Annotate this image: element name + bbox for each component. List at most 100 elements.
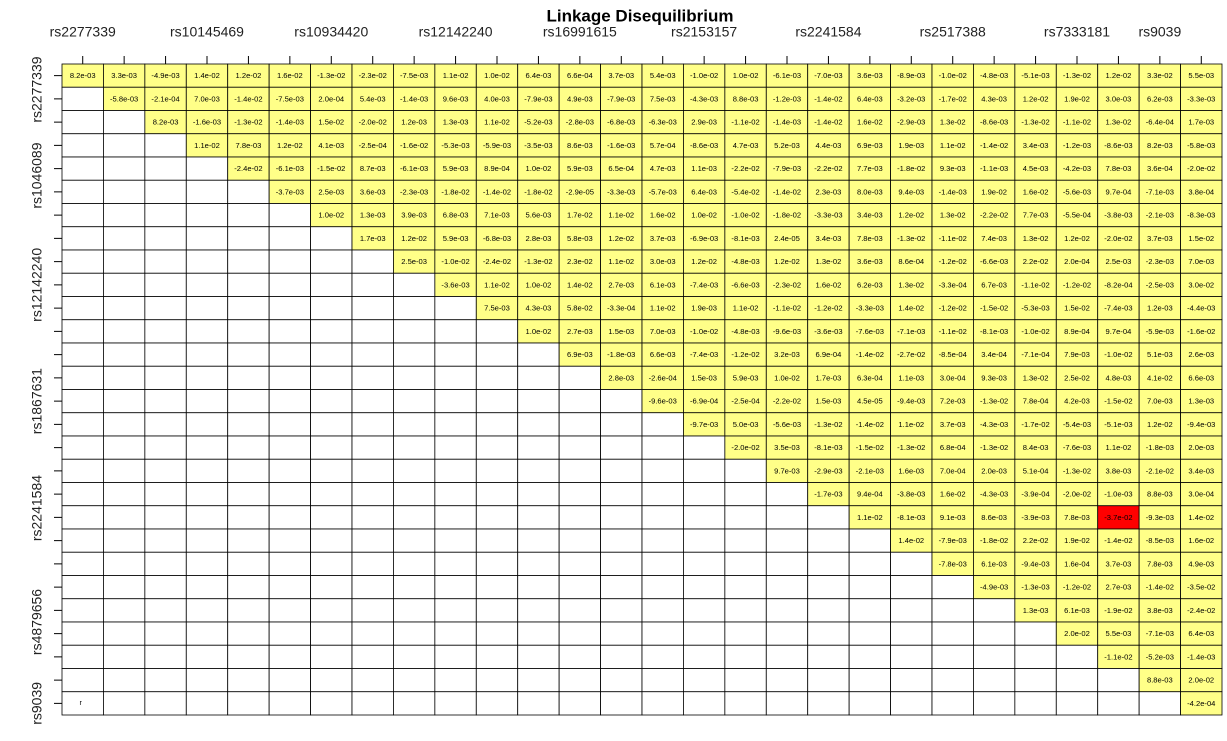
cell [641, 412, 684, 437]
cell-value: -7.0e-03 [814, 71, 842, 80]
cell [641, 575, 684, 600]
cell-value: -1.3e-03 [1021, 583, 1049, 592]
cell-value: -3.6e-03 [814, 327, 842, 336]
cell [103, 226, 146, 251]
cell [61, 691, 104, 716]
cell-value: -8.1e-03 [897, 513, 925, 522]
cell [475, 505, 519, 530]
cell-value: -1.2e-03 [1063, 141, 1091, 150]
cell [144, 691, 187, 716]
cell [848, 598, 891, 623]
cell [600, 598, 643, 623]
cell [973, 598, 1016, 623]
cell-value: -5.4e-03 [1063, 420, 1091, 429]
cell-value: -6.4e-04 [1146, 118, 1174, 127]
cell-value: 1.4e-02 [898, 304, 924, 313]
cell [558, 691, 601, 716]
cell [103, 133, 146, 158]
cell [268, 528, 311, 553]
cell-value: 4.8e-03 [1106, 373, 1132, 382]
cell-value: -2.4e-02 [234, 164, 262, 173]
cell-value: 4.9e-03 [567, 94, 593, 103]
cell-value: 3.6e-03 [360, 187, 386, 196]
cell [144, 644, 187, 669]
cell [558, 435, 601, 460]
cell-value: -1.3e-02 [1021, 118, 1049, 127]
cell-value: 3.8e-04 [1188, 187, 1214, 196]
cell-value: 1.9e-02 [1064, 536, 1090, 545]
cell [351, 482, 394, 507]
cell-value: -7.4e-03 [690, 280, 718, 289]
cell [310, 342, 353, 367]
cell-value: -2.9e-03 [814, 466, 842, 475]
cell [765, 551, 809, 576]
cell [393, 668, 436, 693]
cell [144, 249, 187, 274]
cell-value: 7.7e-03 [857, 164, 883, 173]
cell-value: 2.3e-02 [567, 257, 593, 266]
cell [144, 365, 187, 390]
cell [61, 621, 104, 646]
cell [227, 249, 270, 274]
cell [227, 319, 270, 344]
cell [434, 621, 477, 646]
cell [144, 296, 187, 321]
cell-value: 4.2e-03 [1064, 397, 1090, 406]
cell [144, 435, 187, 460]
cell [1055, 691, 1099, 716]
cell-value: 6.3e-04 [857, 373, 883, 382]
cell-value: -2.0e-02 [731, 443, 759, 452]
cell [103, 296, 146, 321]
cell-value: -1.6e-02 [1187, 327, 1215, 336]
cell [641, 482, 684, 507]
cell [848, 644, 891, 669]
cell [434, 505, 477, 530]
cell-value: -1.4e-02 [234, 94, 262, 103]
cell-value: -9.4e-03 [1187, 420, 1215, 429]
cell-value: 7.8e-03 [1064, 513, 1090, 522]
cell [558, 621, 601, 646]
cell [393, 551, 436, 576]
cell [807, 621, 850, 646]
cell [144, 458, 187, 483]
cell-value: 5.5e-03 [1106, 629, 1132, 638]
cell-value: -5.1e-03 [1104, 420, 1132, 429]
cell-value: -3.3e-03 [607, 187, 635, 196]
cell [393, 598, 436, 623]
cell [434, 482, 477, 507]
cell-value: 7.9e-03 [1064, 350, 1090, 359]
cell [724, 458, 767, 483]
cell [517, 435, 560, 460]
cell-value: -9.6e-03 [773, 327, 801, 336]
cell [558, 365, 601, 390]
cell-value: -1.4e-02 [856, 350, 884, 359]
cell [641, 644, 684, 669]
cell-value: -3.3e-04 [939, 280, 967, 289]
cell [434, 458, 477, 483]
cell [103, 482, 146, 507]
cell-value: 1.0e-02 [526, 327, 552, 336]
cell-value: 8.7e-03 [360, 164, 386, 173]
cell-value: -1.4e-03 [773, 118, 801, 127]
cell [61, 598, 104, 623]
cell-value: 1.0e-02 [774, 373, 800, 382]
cell-value: 5.1e-03 [1147, 350, 1173, 359]
cell-value: 1.6e-02 [857, 118, 883, 127]
cell-value: -2.7e-02 [897, 350, 925, 359]
cell [683, 644, 726, 669]
cell-value: 1.9e-03 [691, 304, 717, 313]
cell-value: -6.3e-03 [649, 118, 677, 127]
cell [351, 412, 394, 437]
cell-value: -1.3e-02 [980, 397, 1008, 406]
cell-value: 3.3e-02 [1147, 71, 1173, 80]
cell [765, 644, 809, 669]
cell [144, 482, 187, 507]
cell-value: -2.5e-04 [359, 141, 387, 150]
cell-value: 8.2e-03 [1147, 141, 1173, 150]
cell-value: -8.6e-03 [980, 118, 1008, 127]
cell [765, 482, 809, 507]
cell-value: -1.4e-03 [939, 187, 967, 196]
cell [351, 691, 394, 716]
cell [103, 110, 146, 135]
cell [310, 319, 353, 344]
